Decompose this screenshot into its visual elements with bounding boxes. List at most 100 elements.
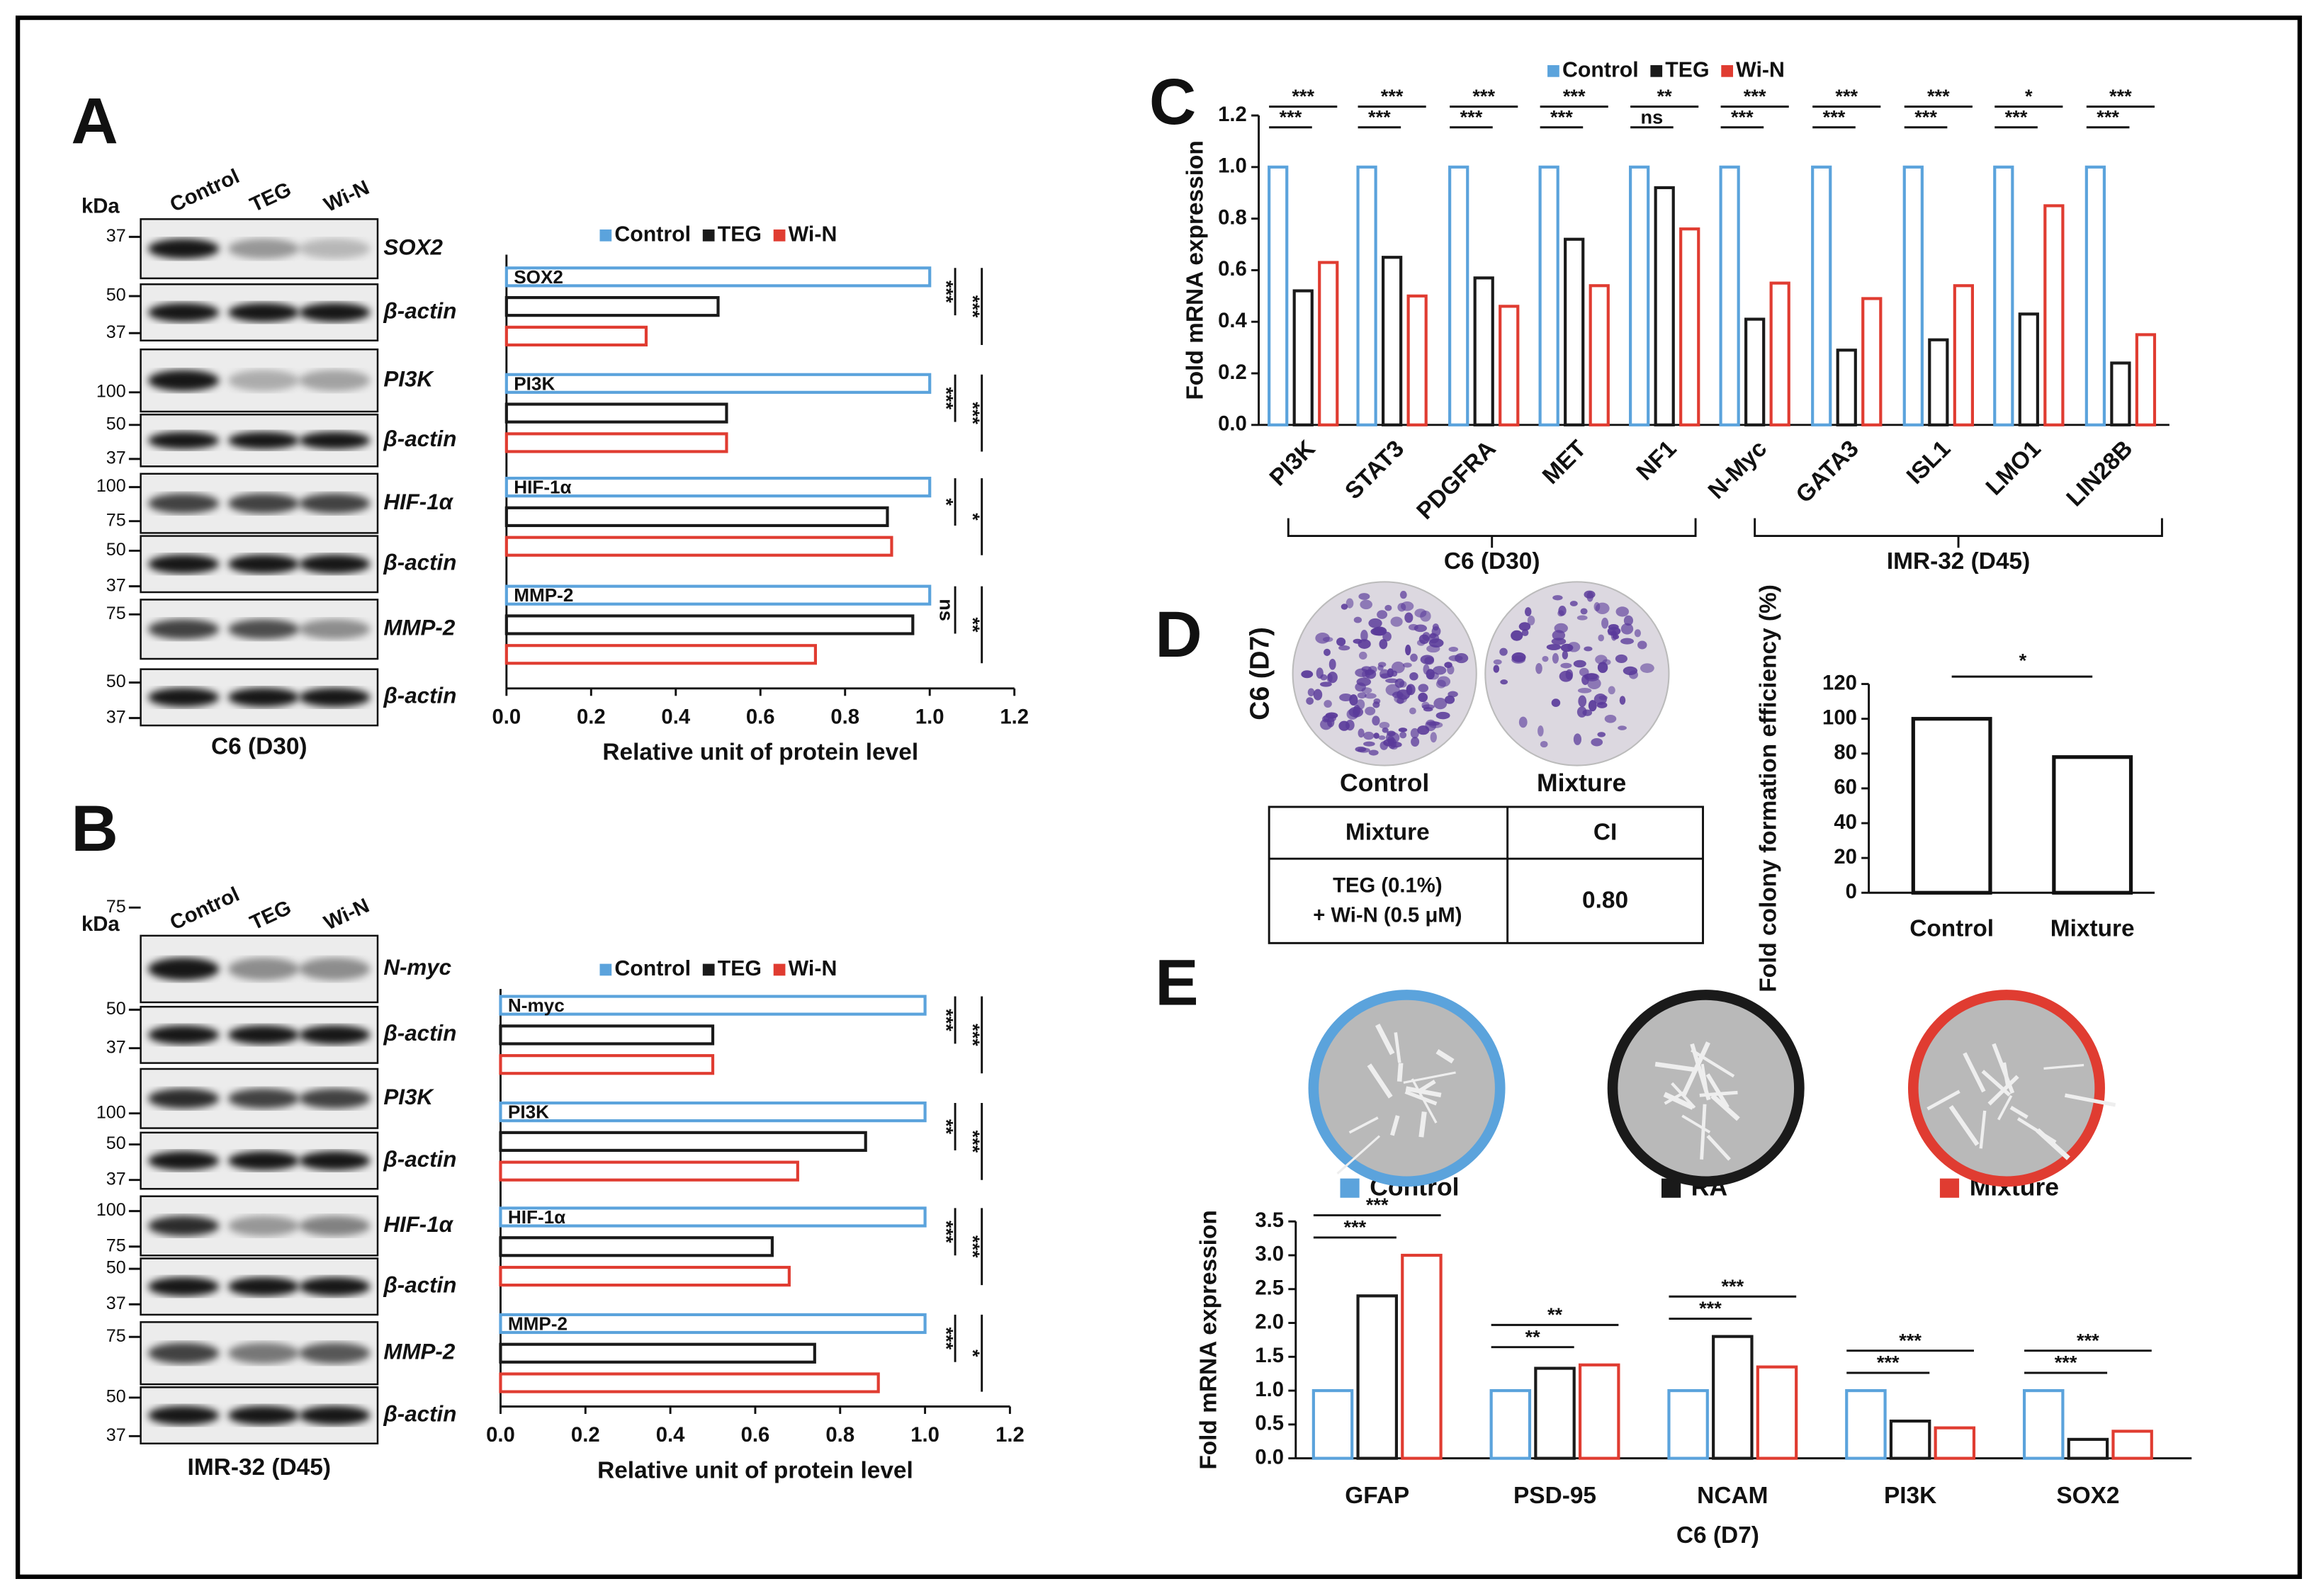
bar [504, 506, 889, 528]
bar [504, 536, 893, 557]
bar [2022, 1388, 2065, 1460]
x-tick-label: 0.4 [661, 706, 690, 728]
colony [1637, 640, 1647, 650]
significance-label: *** [1699, 1297, 1722, 1319]
lane-label: TEG [247, 179, 295, 217]
colony [1377, 664, 1384, 671]
colony [1326, 716, 1335, 728]
legend-label: TEG [718, 957, 762, 980]
marker-label: 37 [106, 1425, 126, 1445]
x-tick-label: NF1 [1632, 436, 1682, 486]
significance-label: *** [1366, 1194, 1389, 1216]
significance-label: *** [935, 387, 957, 409]
blot-band [148, 1277, 220, 1296]
blot-row-label: β-actin [383, 426, 456, 451]
colony [1493, 659, 1502, 665]
colony [1560, 662, 1572, 669]
blot-row-label: PI3K [383, 1085, 434, 1109]
colony [1448, 691, 1458, 698]
bar [1861, 297, 1883, 426]
bar [499, 1342, 816, 1364]
bar [1889, 1419, 1931, 1460]
category-label: MMP-2 [508, 1313, 568, 1334]
blot-band [148, 1088, 220, 1109]
panel-letter: E [1155, 946, 1198, 1019]
lane-label: Wi-N [321, 176, 373, 217]
colony [1619, 696, 1626, 705]
bar [499, 1131, 867, 1153]
marker-label: 37 [106, 448, 126, 468]
marker-label: 50 [106, 540, 126, 560]
legend-swatch [599, 963, 612, 976]
blot-band [227, 1025, 300, 1045]
colony [1597, 662, 1608, 674]
significance-label: *** [1472, 85, 1495, 107]
group-label: IMR-32 (D45) [1887, 548, 2030, 575]
lane-label: Wi-N [321, 895, 373, 935]
bar [1769, 281, 1790, 426]
bar [504, 432, 728, 453]
bar [2111, 1430, 2153, 1460]
colony [1360, 599, 1372, 610]
panel-letter: A [71, 85, 118, 157]
figure-border [15, 15, 2302, 1579]
blot-band [227, 1151, 300, 1171]
x-tick-label: MET [1537, 435, 1591, 489]
colony [1409, 672, 1418, 681]
bar [1845, 1388, 1887, 1460]
cell-process [1375, 1024, 1395, 1055]
blot-row-label: β-actin [383, 1401, 456, 1426]
cell-process [1681, 1114, 1711, 1134]
colony [1565, 669, 1574, 680]
bar [1499, 305, 1520, 426]
cell-process [1663, 1092, 1694, 1110]
significance-label: *** [2005, 106, 2028, 128]
category-label: HIF-1α [514, 477, 571, 498]
marker-label: 75 [106, 510, 126, 530]
x-tick-label: 0.8 [825, 1424, 854, 1447]
cell-process [1336, 1135, 1381, 1175]
colony [1400, 601, 1414, 611]
blot-band [227, 1405, 300, 1425]
x-tick-label: PSD-95 [1513, 1483, 1596, 1509]
cell-process [1405, 1086, 1442, 1098]
colony [1593, 694, 1607, 706]
blot-band [227, 554, 300, 574]
colony [1358, 593, 1370, 600]
lane-label: TEG [247, 896, 295, 934]
colony [1598, 634, 1605, 642]
colony [1402, 662, 1412, 668]
significance-label: *** [935, 1009, 957, 1031]
colony [1620, 623, 1634, 635]
blot-row-label: HIF-1α [383, 1212, 453, 1237]
x-tick-label: PI3K [1884, 1483, 1936, 1509]
cell-process [1367, 1063, 1393, 1099]
y-tick-label: 80 [1834, 742, 1857, 764]
colony [1567, 642, 1581, 652]
colony [1615, 654, 1627, 663]
blot-row-label: β-actin [383, 1147, 456, 1172]
marker-label: 37 [106, 226, 126, 246]
marker-label: 100 [96, 1200, 126, 1220]
colony [1382, 728, 1389, 733]
colony [1373, 732, 1379, 739]
y-tick-label: 1.0 [1255, 1379, 1284, 1401]
cell-process [1706, 1134, 1731, 1161]
colony [1426, 645, 1440, 653]
significance-label: ** [1547, 1303, 1563, 1325]
colony [1368, 618, 1382, 628]
significance-label: *** [1927, 85, 1950, 107]
colony [1615, 606, 1630, 617]
colony [1433, 666, 1447, 675]
bar [2018, 312, 2039, 426]
colony [1357, 692, 1367, 699]
colony [1358, 639, 1371, 649]
colony [1618, 725, 1627, 730]
cell-process [2009, 1106, 2029, 1119]
blot-row-label: MMP-2 [383, 616, 456, 640]
significance-label: *** [2077, 1329, 2099, 1351]
cell-process [2016, 1117, 2057, 1144]
colony [1345, 719, 1355, 731]
colony [1448, 647, 1459, 652]
